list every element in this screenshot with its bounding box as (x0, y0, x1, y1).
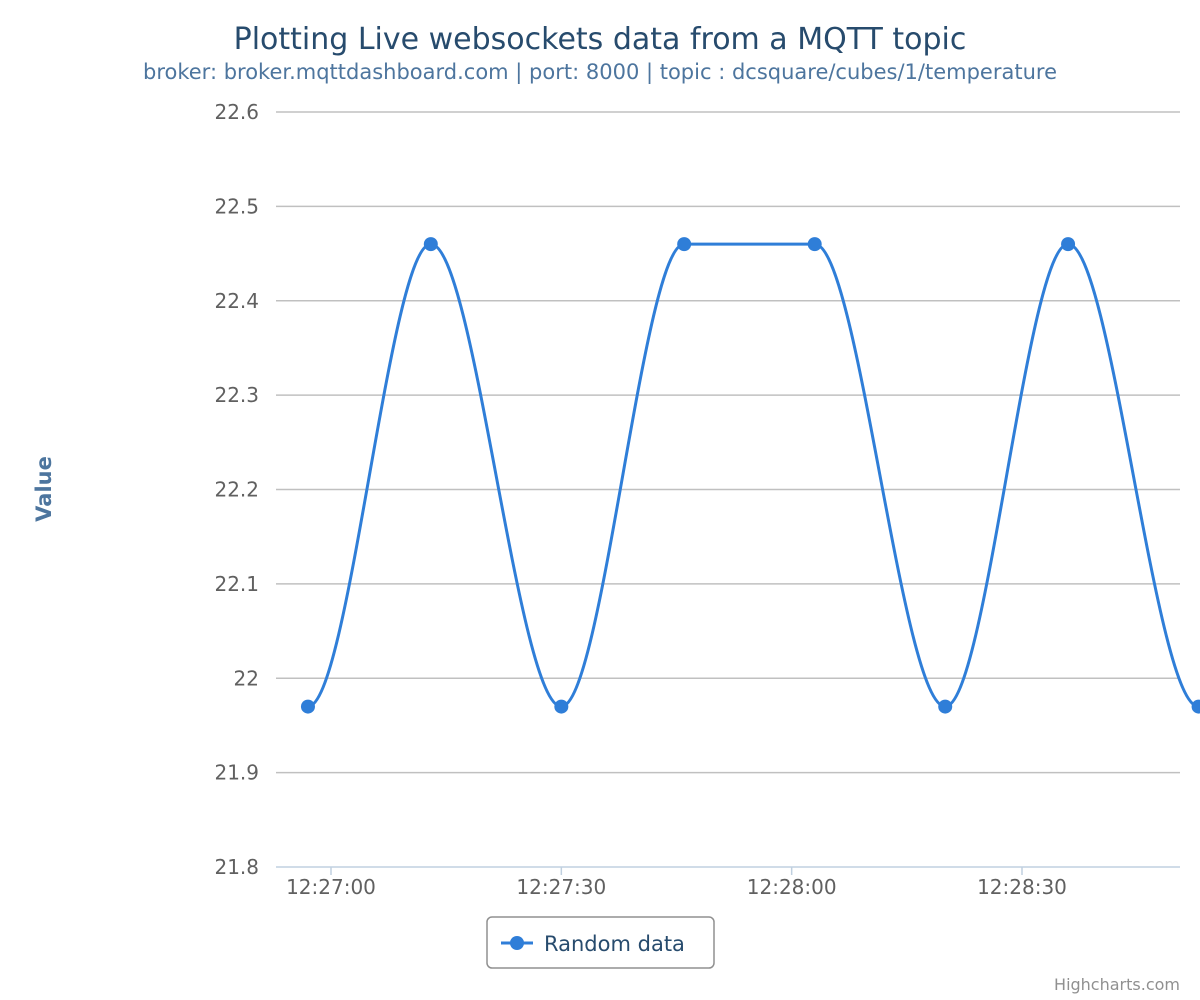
series-group (300, 237, 1200, 714)
legend[interactable]: Random data (486, 916, 715, 969)
data-point[interactable] (423, 237, 438, 252)
y-axis-ticks: 21.8 21.9 22 22.1 22.2 22.3 22.4 22.5 22.6 (214, 100, 259, 879)
y-tick-label: 22 (234, 666, 259, 690)
data-point[interactable] (1061, 237, 1076, 252)
x-tick-label: 12:28:00 (747, 875, 837, 899)
grid-lines (276, 111, 1180, 774)
x-tick-label: 12:28:30 (977, 875, 1067, 899)
data-point[interactable] (807, 237, 822, 252)
y-tick-label: 22.1 (214, 572, 259, 596)
x-tick-label: 12:27:00 (286, 875, 376, 899)
legend-item-random-data[interactable]: Random data (544, 932, 685, 956)
data-point[interactable] (300, 699, 315, 714)
credits-link[interactable]: Highcharts.com (1054, 975, 1180, 994)
y-tick-label: 22.4 (214, 289, 259, 313)
y-tick-label: 21.9 (214, 761, 259, 785)
y-tick-label: 22.2 (214, 478, 259, 502)
y-tick-label: 22.5 (214, 194, 259, 218)
legend-series-marker (510, 936, 524, 950)
chart-title: Plotting Live websockets data from a MQT… (234, 22, 967, 57)
data-point[interactable] (677, 237, 692, 252)
data-point[interactable] (1191, 699, 1200, 714)
y-axis-label: Value (32, 456, 56, 522)
data-point[interactable] (938, 699, 953, 714)
legend-box (486, 916, 715, 969)
x-axis: 12:27:00 12:27:30 12:28:00 12:28:30 (276, 866, 1180, 899)
y-tick-label: 22.3 (214, 383, 259, 407)
y-tick-label: 21.8 (214, 855, 259, 879)
data-point[interactable] (554, 699, 569, 714)
x-tick-label: 12:27:30 (516, 875, 606, 899)
series-line (307, 242, 1200, 709)
chart-subtitle: broker: broker.mqttdashboard.com | port:… (143, 60, 1057, 85)
y-tick-label: 22.6 (214, 100, 259, 124)
